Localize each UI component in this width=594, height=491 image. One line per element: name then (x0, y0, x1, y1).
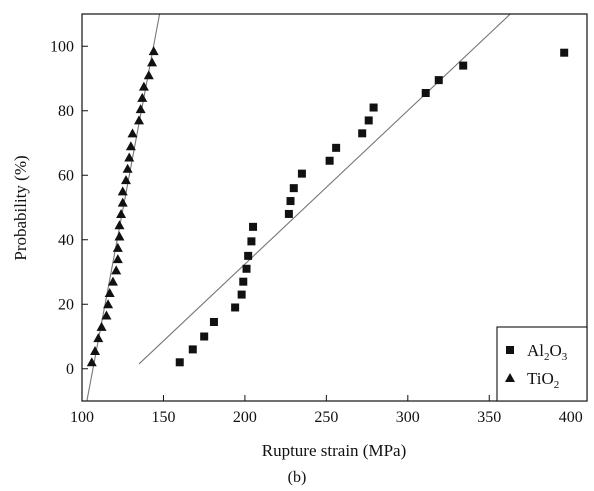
point-tio2 (96, 321, 107, 331)
point-al2o3 (284, 209, 293, 218)
point-tio2 (124, 152, 135, 162)
point-tio2 (134, 115, 145, 125)
point-al2o3 (188, 345, 197, 354)
point-tio2 (148, 46, 159, 56)
point-tio2 (103, 299, 114, 309)
x-tick-label: 100 (70, 409, 94, 426)
point-tio2 (86, 357, 97, 367)
point-tio2 (90, 346, 101, 356)
point-al2o3 (286, 197, 295, 206)
y-axis-title: Probability (%) (11, 155, 30, 260)
x-tick-label: 250 (314, 409, 338, 426)
y-tick-label: 20 (58, 296, 74, 313)
point-al2o3 (421, 89, 430, 98)
point-tio2 (138, 81, 149, 91)
point-al2o3 (231, 303, 240, 312)
point-al2o3 (247, 237, 256, 246)
point-al2o3 (369, 103, 378, 112)
y-tick-label: 40 (58, 232, 74, 249)
x-tick-label: 200 (233, 409, 257, 426)
point-tio2 (143, 70, 154, 80)
point-tio2 (93, 333, 104, 343)
point-al2o3 (244, 251, 253, 260)
point-al2o3 (560, 48, 569, 57)
point-al2o3 (239, 277, 248, 286)
point-tio2 (125, 141, 136, 151)
y-tick-label: 80 (58, 103, 74, 120)
point-tio2 (135, 104, 146, 114)
point-al2o3 (325, 156, 334, 165)
point-tio2 (127, 128, 138, 138)
point-al2o3 (200, 332, 209, 341)
point-tio2 (107, 276, 118, 286)
data-markers (86, 46, 569, 367)
point-tio2 (114, 220, 125, 230)
legend-box (496, 326, 588, 402)
legend-label-al2o3: Al2O3 (527, 341, 568, 363)
x-axis-title: Rupture strain (MPa) (262, 441, 406, 460)
x-tick-label: 350 (477, 409, 501, 426)
x-tick-label: 150 (151, 409, 175, 426)
point-tio2 (122, 163, 133, 173)
y-tick-label: 100 (50, 38, 74, 55)
point-al2o3 (434, 76, 443, 85)
point-al2o3 (297, 169, 306, 178)
point-tio2 (104, 287, 115, 297)
figure-caption: (b) (288, 469, 307, 486)
point-al2o3 (175, 358, 184, 367)
point-al2o3 (242, 264, 251, 273)
point-tio2 (112, 242, 123, 252)
point-tio2 (117, 197, 128, 207)
legend-label-tio2: TiO2 (527, 369, 559, 391)
point-al2o3 (332, 143, 341, 152)
legend-marker-al2o3 (506, 346, 514, 354)
y-tick-label: 60 (58, 167, 74, 184)
point-al2o3 (249, 222, 258, 231)
point-al2o3 (364, 116, 373, 125)
point-tio2 (117, 186, 128, 196)
point-tio2 (112, 254, 123, 264)
point-tio2 (120, 175, 131, 185)
plot-frame (81, 13, 588, 402)
point-tio2 (111, 265, 122, 275)
point-tio2 (114, 231, 125, 241)
y-tick-label: 0 (66, 361, 74, 378)
point-tio2 (147, 57, 158, 67)
point-al2o3 (459, 61, 468, 70)
axis-ticks: 100 150 200 250 300 350 400 0 20 40 60 80 100 (50, 38, 583, 426)
legend: Al2O3 TiO2 (496, 326, 588, 402)
fit-line-al2o3 (138, 14, 512, 365)
point-tio2 (101, 310, 112, 320)
legend-marker-tio2 (505, 373, 515, 382)
point-tio2 (137, 92, 148, 102)
fit-lines (86, 14, 512, 401)
point-al2o3 (237, 290, 246, 299)
point-tio2 (116, 208, 127, 218)
point-al2o3 (209, 317, 218, 326)
point-al2o3 (358, 129, 367, 138)
point-al2o3 (289, 184, 298, 193)
x-tick-label: 400 (559, 409, 583, 426)
x-tick-label: 300 (396, 409, 420, 426)
